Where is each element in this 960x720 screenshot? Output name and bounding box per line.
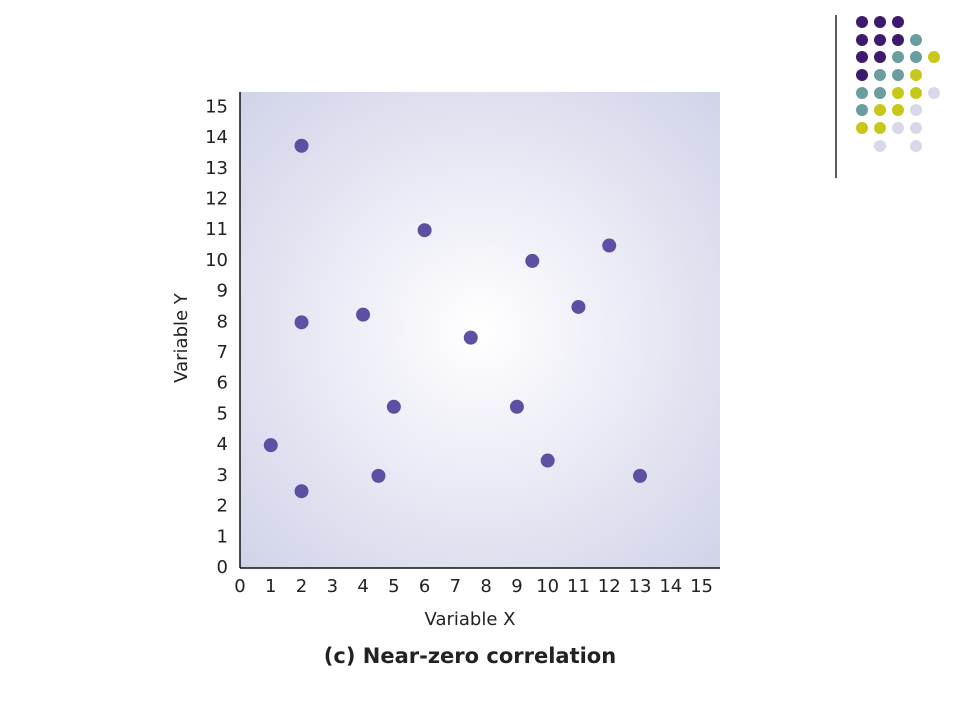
- y-tick-label: 12: [205, 188, 228, 209]
- y-tick-label: 2: [217, 496, 228, 517]
- point: [525, 253, 540, 268]
- x-tick-label: 3: [327, 576, 338, 597]
- y-tick-label: 13: [205, 158, 228, 179]
- x-tick-label: 10: [536, 576, 559, 597]
- point: [371, 468, 386, 483]
- y-axis-title: Variable Y: [171, 292, 192, 383]
- point: [463, 330, 478, 345]
- y-tick-label: 9: [217, 281, 228, 302]
- y-tick-label: 14: [205, 127, 228, 148]
- x-tick-label: 15: [690, 576, 713, 597]
- x-axis-title: Variable X: [425, 609, 516, 630]
- point: [509, 399, 524, 414]
- x-tick-label: 12: [598, 576, 621, 597]
- x-tick-label: 2: [296, 576, 307, 597]
- y-tick-label: 10: [205, 250, 228, 271]
- point: [386, 399, 401, 414]
- point: [294, 315, 309, 330]
- y-tick-label: 1: [217, 526, 228, 547]
- y-tick-label: 7: [217, 342, 228, 363]
- decoration: [835, 15, 940, 178]
- x-tick-label: 14: [659, 576, 682, 597]
- y-tick-label: 4: [217, 434, 228, 455]
- point: [356, 307, 371, 322]
- y-tick-label: 15: [205, 96, 228, 117]
- x-tick-label: 11: [567, 576, 590, 597]
- y-tick-label: 5: [217, 403, 228, 424]
- x-tick-label: 8: [480, 576, 491, 597]
- point: [602, 238, 617, 253]
- point: [540, 453, 555, 468]
- point: [263, 438, 278, 453]
- point: [633, 468, 647, 483]
- x-tick-label: 7: [450, 576, 461, 597]
- x-tick-label: 13: [629, 576, 652, 597]
- y-tick-label: 11: [205, 219, 228, 240]
- y-tick-label: 6: [217, 373, 228, 394]
- y-tick-label: 3: [217, 465, 228, 486]
- chart-title: (c) Near-zero correlation: [324, 644, 616, 668]
- point: [417, 223, 432, 238]
- x-tick-label: 9: [511, 576, 522, 597]
- point: [294, 138, 309, 153]
- x-tick-label: 6: [419, 576, 430, 597]
- x-tick-label: 1: [265, 576, 276, 597]
- plot-area: [240, 92, 720, 568]
- y-tick-label: 0: [217, 557, 228, 578]
- point: [571, 299, 586, 314]
- x-tick-label: 4: [357, 576, 368, 597]
- point: [294, 484, 309, 499]
- y-tick-label: 8: [217, 311, 228, 332]
- x-tick-label: 0: [234, 576, 245, 597]
- x-tick-label: 5: [388, 576, 399, 597]
